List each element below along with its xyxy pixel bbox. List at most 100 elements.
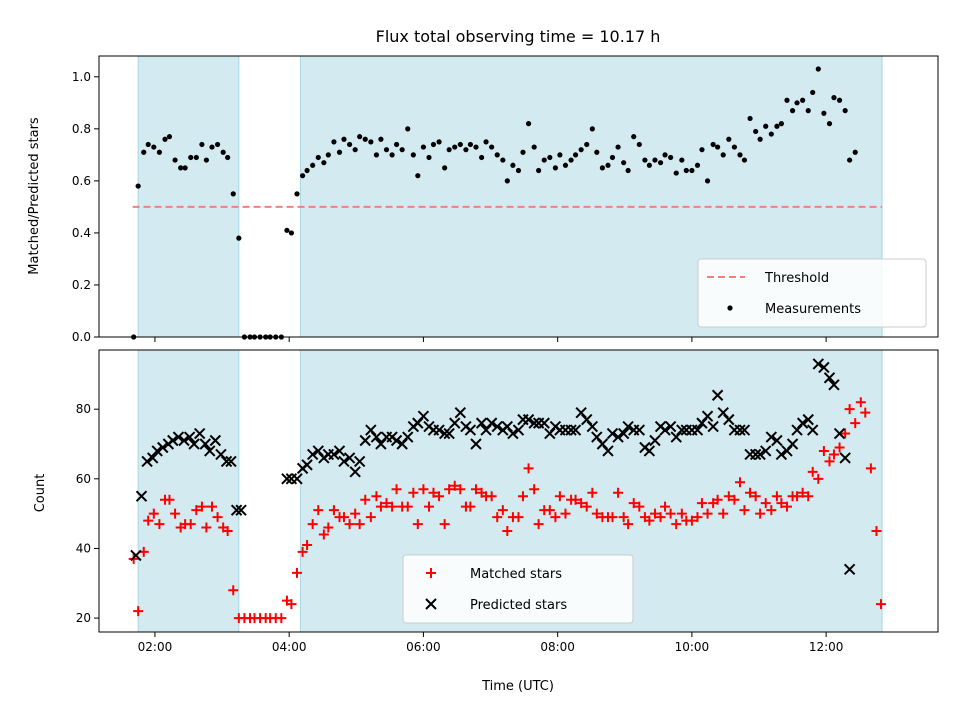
data-point	[739, 505, 750, 516]
x-tick-label: 12:00	[809, 640, 844, 654]
data-point	[307, 519, 318, 530]
data-point	[807, 466, 818, 477]
legend-marker	[425, 598, 437, 610]
data-point	[328, 505, 339, 516]
data-point	[734, 477, 745, 488]
data-point	[609, 154, 616, 161]
data-point	[510, 162, 516, 168]
data-point	[301, 459, 313, 471]
data-point	[452, 144, 458, 150]
data-point	[141, 455, 153, 468]
data-point	[185, 519, 196, 530]
data-point	[523, 463, 534, 474]
data-point	[286, 599, 297, 610]
data-point	[520, 149, 526, 155]
data-point	[533, 519, 544, 530]
data-point	[442, 165, 448, 171]
data-point	[796, 417, 809, 429]
data-point	[745, 487, 756, 498]
data-point	[130, 549, 142, 562]
data-point	[204, 445, 216, 457]
data-point	[428, 487, 439, 498]
legend-label: Measurements	[765, 302, 861, 317]
data-point	[455, 484, 466, 495]
data-point	[383, 147, 390, 153]
data-point	[694, 162, 701, 168]
data-point	[552, 165, 559, 171]
data-point	[444, 484, 455, 495]
data-point	[871, 526, 882, 537]
data-point	[464, 424, 477, 436]
data-point	[310, 162, 316, 168]
data-point	[331, 139, 337, 145]
data-point	[800, 97, 806, 103]
data-point	[847, 157, 853, 163]
data-point	[350, 508, 361, 519]
data-point	[720, 152, 726, 158]
data-point	[370, 431, 383, 443]
data-point	[665, 508, 676, 519]
data-point	[281, 473, 293, 485]
data-point	[562, 162, 569, 168]
data-point	[492, 512, 503, 523]
legend-label: Threshold	[764, 271, 829, 286]
y-tick-label: 0.4	[72, 226, 91, 240]
data-point	[135, 183, 141, 189]
data-point	[512, 424, 525, 436]
data-point	[338, 512, 349, 523]
data-point	[644, 515, 655, 526]
data-point	[284, 227, 290, 233]
data-point	[605, 162, 611, 168]
data-point	[565, 424, 577, 436]
data-point	[483, 139, 489, 145]
data-point	[470, 484, 481, 495]
top-panel: 0.0 0.2 0.4 0.6 0.8 1.0 Threshold Measurements	[72, 55, 939, 344]
data-point	[196, 501, 207, 512]
data-point	[489, 144, 495, 150]
data-point	[148, 508, 159, 519]
y-tick-label: 0.6	[72, 174, 91, 188]
data-point	[664, 420, 677, 433]
data-point	[655, 512, 666, 523]
data-point	[313, 505, 324, 516]
data-point	[686, 515, 697, 526]
data-point	[500, 157, 506, 163]
data-point	[315, 154, 321, 161]
data-point	[622, 420, 634, 433]
data-point	[525, 121, 532, 127]
data-point	[420, 144, 427, 150]
data-point	[430, 141, 437, 148]
data-point	[581, 501, 592, 512]
data-point	[586, 420, 599, 433]
data-point	[209, 144, 215, 150]
data-point	[844, 404, 855, 415]
data-point	[299, 173, 306, 179]
data-point	[371, 491, 382, 502]
legend: Matched stars Predicted stars	[402, 554, 634, 624]
data-point	[657, 160, 664, 166]
data-point	[741, 157, 748, 163]
data-point	[547, 154, 553, 161]
data-point	[726, 136, 732, 142]
data-point	[449, 417, 461, 429]
data-point	[839, 452, 851, 464]
y-tick-label: 60	[76, 472, 91, 486]
data-point	[618, 512, 629, 523]
data-point	[710, 141, 716, 148]
data-point	[212, 512, 223, 523]
data-point	[375, 501, 386, 512]
data-point	[768, 131, 774, 137]
data-point	[673, 170, 679, 176]
data-point	[738, 424, 751, 436]
data-point	[214, 141, 221, 148]
data-point	[151, 144, 157, 150]
data-point	[365, 512, 376, 523]
data-point	[718, 508, 729, 519]
data-point	[454, 406, 467, 419]
data-point	[362, 136, 368, 142]
axes-frame	[98, 55, 939, 338]
data-point	[389, 152, 395, 158]
data-point	[578, 147, 584, 153]
y-tick-label: 20	[76, 611, 91, 625]
data-point	[794, 100, 800, 106]
